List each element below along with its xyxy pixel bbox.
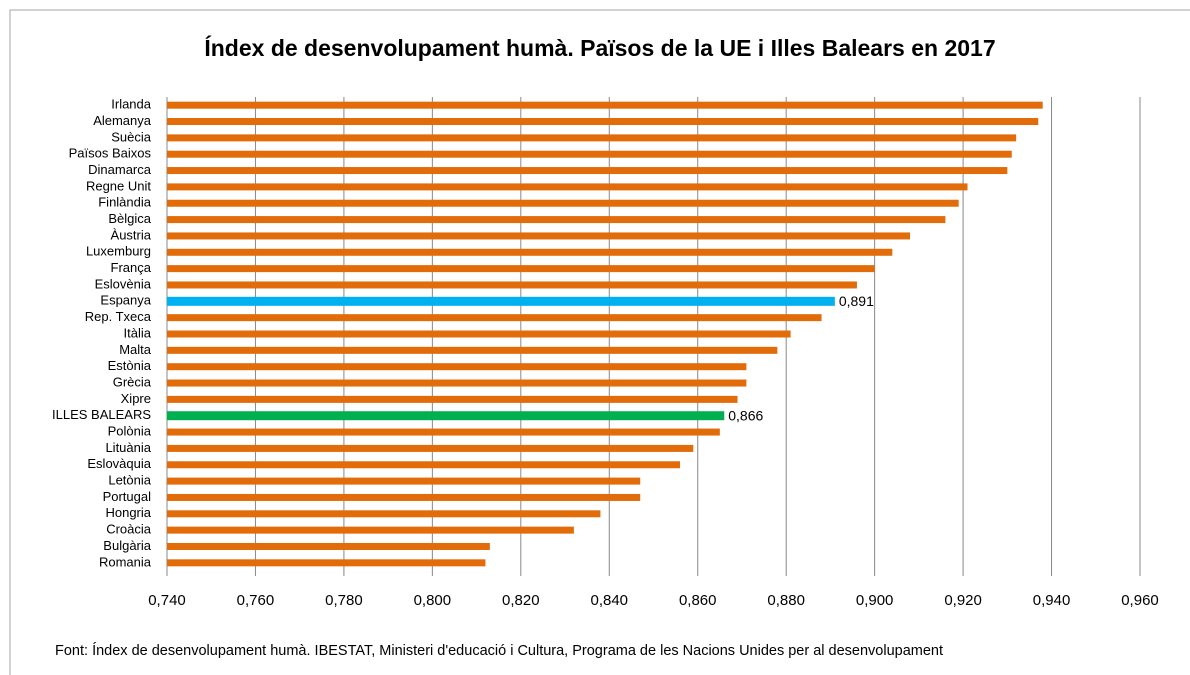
bar [167,265,875,273]
value-label: 0,866 [728,407,763,423]
bar [167,428,720,436]
y-tick-label: Alemanya [93,113,152,128]
y-tick-label: Portugal [103,489,152,504]
y-tick-label: Països Baixos [69,146,152,161]
y-tick-label: Irlanda [111,97,152,112]
x-tick-label: 0,740 [148,592,186,609]
y-tick-label: Rep. Txeca [85,309,152,324]
bar [167,101,1043,109]
y-tick-label: Romania [99,554,152,569]
y-tick-label: Malta [119,342,152,357]
source-note: Font: Índex de desenvolupament humà. IBE… [55,642,943,659]
y-tick-label: Polònia [108,424,152,439]
bar [167,477,641,485]
x-tick-label: 0,960 [1121,592,1159,609]
x-tick-label: 0,900 [856,592,894,609]
x-tick-label: 0,840 [590,592,628,609]
y-tick-label: Bèlgica [108,211,151,226]
bar [167,232,911,240]
y-tick-label: Croàcia [106,522,152,537]
bar [167,526,574,534]
bar [167,314,822,322]
x-tick-label: 0,760 [237,592,275,609]
y-tick-label: Regne Unit [86,178,151,193]
x-tick-label: 0,860 [679,592,717,609]
y-tick-label: Suècia [111,129,152,144]
y-tick-label: Eslovàquia [87,456,151,471]
x-tick-label: 0,820 [502,592,540,609]
x-tick-label: 0,880 [767,592,805,609]
bar [167,199,959,207]
bar [167,118,1039,126]
bar [167,363,747,371]
bar [167,379,747,387]
bar [167,167,1008,175]
x-tick-label: 0,940 [1033,592,1071,609]
bar [167,461,681,469]
bar [167,183,968,191]
x-tick-label: 0,920 [944,592,982,609]
bar [167,444,694,452]
y-tick-label: Espanya [100,293,151,308]
value-label: 0,891 [839,293,874,309]
bar [167,134,1017,142]
y-tick-label: Grècia [113,374,152,389]
x-tick-label: 0,800 [414,592,452,609]
y-tick-label: Lituània [105,440,151,455]
y-tick-label: Eslovènia [95,276,152,291]
bar [167,150,1012,158]
chart-border [9,9,1190,675]
bar [167,330,791,338]
bar [167,248,893,256]
y-tick-label: Finlàndia [98,195,152,210]
y-tick-label: Àustria [111,227,152,242]
bar [167,281,857,289]
y-tick-label: França [111,260,152,275]
bar [167,493,641,501]
y-tick-label: Bulgària [103,538,151,553]
bar [167,559,486,567]
bar [167,510,601,518]
y-tick-label: Hongria [105,505,151,520]
bar [167,216,946,224]
bar [167,296,835,306]
bar [167,346,778,354]
bar [167,411,725,421]
x-tick-label: 0,780 [325,592,363,609]
y-tick-label: Itàlia [124,325,152,340]
chart-title: Índex de desenvolupament humà. Països de… [204,34,995,61]
y-tick-label: Xipre [121,391,151,406]
y-tick-label: Luxemburg [86,244,151,259]
bar [167,542,490,550]
bar [167,395,738,403]
y-tick-label: Estònia [108,358,152,373]
y-tick-label: ILLES BALEARS [52,407,151,422]
y-tick-label: Letònia [108,473,151,488]
y-tick-label: Dinamarca [88,162,152,177]
